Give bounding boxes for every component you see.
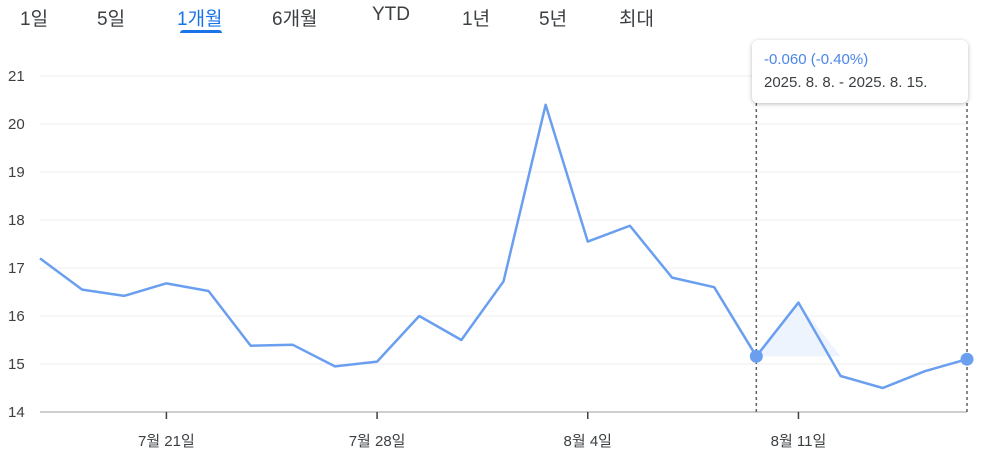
y-tick-label: 19 — [8, 164, 25, 181]
y-tick-label: 15 — [8, 356, 25, 373]
selection-end-point — [960, 352, 974, 366]
tooltip-change: -0.060 (-0.40%) — [764, 51, 869, 68]
y-tick-label: 18 — [8, 212, 25, 229]
series-line — [39, 103, 968, 390]
tab-3[interactable]: 1개월 — [177, 9, 223, 30]
y-tick-label: 21 — [8, 68, 25, 85]
tooltip-date-range: 2025. 8. 8. - 2025. 8. 15. — [764, 74, 928, 91]
y-tick-label: 16 — [8, 308, 25, 325]
selection-start-point — [749, 349, 763, 363]
y-tick-label: 20 — [8, 116, 25, 133]
y-tick-label: 17 — [8, 260, 25, 277]
x-tick-label: 7월 21일 — [138, 433, 195, 450]
x-tick-label: 8월 4일 — [564, 433, 612, 450]
tab-5[interactable]: YTD — [372, 4, 410, 25]
x-tick-label: 8월 11일 — [771, 433, 827, 450]
range-tooltip: -0.060 (-0.40%) 2025. 8. 8. - 2025. 8. 1… — [752, 40, 968, 103]
tab-1[interactable]: 1일 — [20, 9, 49, 30]
tab-7[interactable]: 5년 — [539, 9, 568, 30]
selection-fill — [756, 302, 967, 357]
range-tabs: 1일 5일 1개월 6개월 YTD 1년 5년 최대 — [0, 0, 990, 34]
tab-2[interactable]: 5일 — [97, 9, 126, 30]
tab-6[interactable]: 1년 — [462, 9, 491, 30]
tab-4[interactable]: 6개월 — [272, 9, 318, 30]
tab-8[interactable]: 최대 — [619, 9, 654, 30]
active-tab-underline — [180, 30, 222, 33]
y-tick-label: 14 — [8, 404, 25, 421]
x-tick-label: 7월 28일 — [349, 433, 406, 450]
